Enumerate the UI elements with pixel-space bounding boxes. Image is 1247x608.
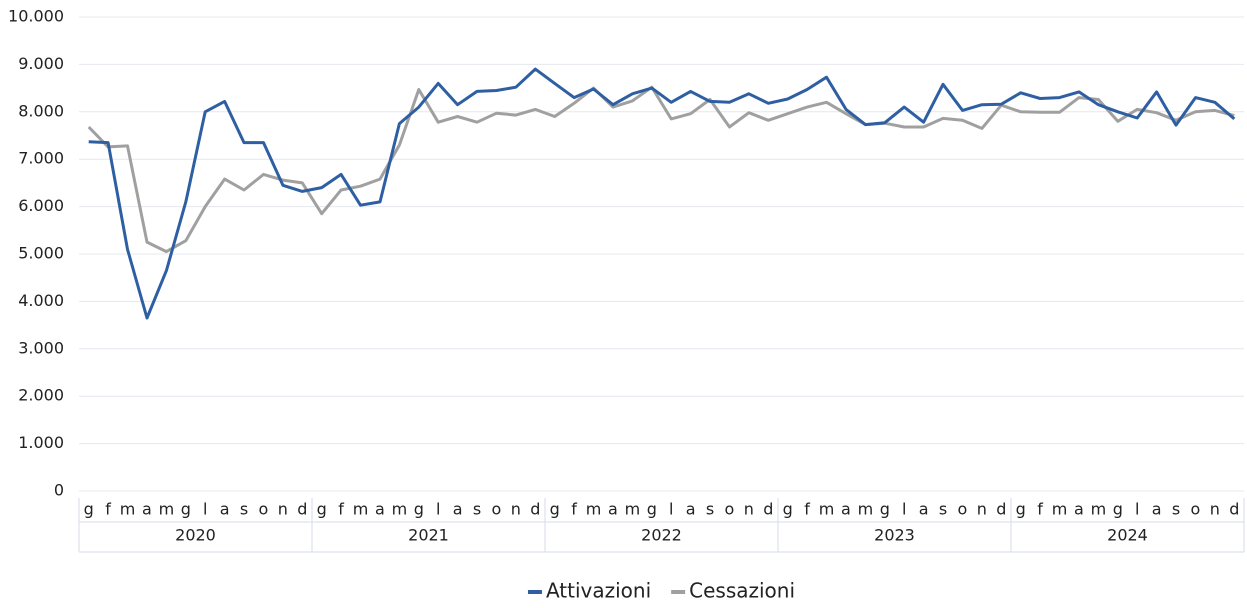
x-tick-label: o (725, 500, 735, 519)
x-tick-label: d (530, 500, 540, 519)
x-tick-label: d (996, 500, 1006, 519)
x-tick-label: l (1135, 500, 1139, 519)
y-tick-label: 5.000 (18, 244, 64, 263)
y-tick-label: 8.000 (18, 101, 64, 120)
series-line (88, 67, 1236, 320)
x-tick-label: g (783, 500, 793, 519)
y-tick-label: 3.000 (18, 338, 64, 357)
x-tick-label: o (958, 500, 968, 519)
x-tick-label: a (1152, 500, 1162, 519)
x-tick-label: l (203, 500, 207, 519)
x-tick-label: n (744, 500, 754, 519)
x-tick-label: d (297, 500, 307, 519)
x-tick-label: m (858, 500, 874, 519)
x-tick-label: a (608, 500, 618, 519)
x-tick-label: f (1037, 500, 1043, 519)
legend-label: Cessazioni (689, 579, 795, 603)
year-label: 2022 (641, 526, 682, 545)
x-tick-label: a (453, 500, 463, 519)
x-tick-label: m (625, 500, 641, 519)
x-tick-label: s (1172, 500, 1180, 519)
x-tick-label: l (669, 500, 673, 519)
x-tick-label: g (181, 500, 191, 519)
x-tick-label: l (436, 500, 440, 519)
x-tick-label: s (473, 500, 481, 519)
x-tick-label: g (414, 500, 424, 519)
x-tick-label: a (142, 500, 152, 519)
x-tick-label: o (492, 500, 502, 519)
x-tick-label: s (240, 500, 248, 519)
year-label: 2020 (175, 526, 216, 545)
x-tick-label: a (919, 500, 929, 519)
x-tick-label: m (586, 500, 602, 519)
x-tick-label: a (841, 500, 851, 519)
y-tick-label: 1.000 (18, 433, 64, 452)
x-tick-label: g (880, 500, 890, 519)
x-tick-label: n (511, 500, 521, 519)
x-tick-label: s (939, 500, 947, 519)
y-tick-label: 0 (54, 481, 64, 500)
x-tick-label: m (392, 500, 408, 519)
year-label: 2024 (1107, 526, 1148, 545)
x-tick-label: s (706, 500, 714, 519)
x-tick-label: g (84, 500, 94, 519)
x-tick-label: g (647, 500, 657, 519)
x-tick-label: a (220, 500, 230, 519)
x-tick-label: g (1016, 500, 1026, 519)
x-tick-label: o (1191, 500, 1201, 519)
x-tick-label: a (686, 500, 696, 519)
x-tick-label: m (1091, 500, 1107, 519)
x-tick-label: n (977, 500, 987, 519)
y-tick-label: 9.000 (18, 54, 64, 73)
x-tick-label: m (353, 500, 369, 519)
x-tick-label: a (1074, 500, 1084, 519)
x-tick-label: n (278, 500, 288, 519)
x-tick-label: o (259, 500, 269, 519)
x-tick-label: f (571, 500, 577, 519)
x-tick-label: g (550, 500, 560, 519)
x-tick-label: m (819, 500, 835, 519)
x-tick-label: n (1210, 500, 1220, 519)
x-tick-label: f (338, 500, 344, 519)
y-tick-label: 4.000 (18, 291, 64, 310)
y-tick-label: 10.000 (8, 7, 64, 26)
x-tick-label: g (317, 500, 327, 519)
y-tick-label: 2.000 (18, 386, 64, 405)
x-tick-label: d (1229, 500, 1239, 519)
y-tick-label: 6.000 (18, 196, 64, 215)
x-tick-label: m (1052, 500, 1068, 519)
x-tick-label: l (902, 500, 906, 519)
legend-label: Attivazioni (546, 579, 651, 603)
year-label: 2021 (408, 526, 449, 545)
x-tick-label: d (763, 500, 773, 519)
x-tick-label: g (1113, 500, 1123, 519)
x-tick-label: m (120, 500, 136, 519)
year-label: 2023 (874, 526, 915, 545)
x-tick-label: a (375, 500, 385, 519)
x-tick-label: m (159, 500, 175, 519)
y-tick-label: 7.000 (18, 149, 64, 168)
x-tick-label: f (105, 500, 111, 519)
x-tick-label: f (804, 500, 810, 519)
